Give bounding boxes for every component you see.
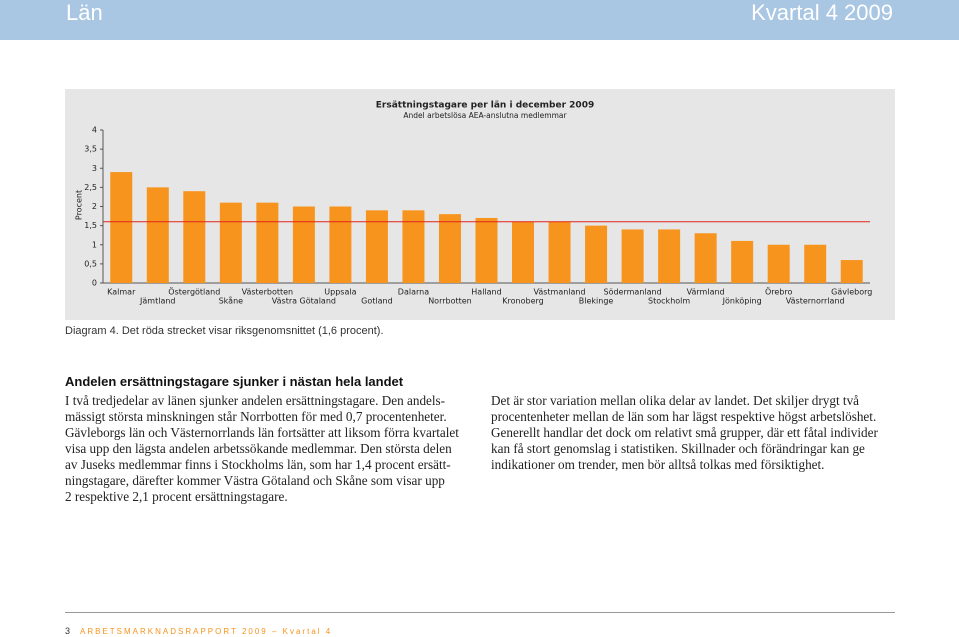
chart-subtitle: Andel arbetslösa AEA-anslutna medlemmar [403, 111, 567, 120]
text-line: Gävleborgs län och Västernorrlands län f… [65, 425, 459, 440]
text-line: I två tredjedelar av länen sjunker andel… [65, 393, 446, 408]
x-tick-label: Blekinge [579, 297, 614, 306]
x-tick-label: Gotland [361, 297, 393, 306]
bar [110, 172, 133, 283]
text-line: mässigt största minskningen står Norrbot… [65, 409, 447, 424]
y-tick-label: 0 [92, 279, 97, 288]
bar [183, 191, 206, 283]
bar [219, 202, 242, 283]
header-band [0, 0, 959, 40]
y-tick-label: 3 [92, 164, 97, 173]
bar [256, 202, 279, 283]
left-column: I två tredjedelar av länen sjunker andel… [65, 393, 459, 505]
bar [475, 217, 498, 283]
bar [840, 260, 863, 283]
bar [585, 225, 608, 283]
x-tick-label: Kalmar [107, 288, 136, 297]
x-tick-label: Örebro [765, 287, 793, 297]
right-column: Det är stor variation mellan olika delar… [491, 393, 878, 473]
bar [804, 244, 827, 283]
bar [365, 210, 388, 283]
caption: Diagram 4. Det röda strecket visar riksg… [65, 325, 384, 337]
x-tick-label: Kronoberg [502, 297, 543, 306]
x-tick-label: Västernorrland [786, 297, 845, 306]
y-tick-label: 1 [92, 240, 97, 249]
bar [438, 214, 461, 283]
text-line: av Juseks medlemmar finns i Stockholms l… [65, 457, 451, 472]
bar [767, 244, 790, 283]
text-line: 2 respektive 2,1 procent ersättningstaga… [65, 489, 288, 504]
header-left: Län [66, 0, 103, 25]
text-line: Generellt handlar det dock om relativt s… [491, 425, 878, 440]
text-line: visa upp den lägsta andelen arbetssökand… [65, 441, 452, 456]
x-tick-label: Uppsala [324, 288, 356, 297]
x-tick-label: Stockholm [648, 297, 690, 306]
text-line: Det är stor variation mellan olika delar… [491, 393, 860, 408]
y-tick-label: 2,5 [84, 183, 97, 192]
text-line: procentenheter mellan de län som har läg… [491, 409, 877, 424]
page-number: 3 [65, 626, 71, 636]
x-tick-label: Västra Götaland [272, 297, 336, 306]
bar [621, 229, 644, 283]
x-tick-label: Värmland [687, 288, 725, 297]
x-tick-label: Skåne [219, 296, 244, 306]
x-tick-label: Gävleborg [831, 288, 872, 297]
bar [146, 187, 169, 283]
y-axis-label: Procent [75, 190, 84, 220]
bar [402, 210, 425, 283]
x-tick-label: Västmanland [533, 288, 585, 297]
x-tick-label: Östergötland [168, 287, 220, 297]
bar [658, 229, 681, 283]
y-tick-label: 0,5 [84, 259, 97, 268]
x-tick-label: Norrbotten [428, 297, 472, 306]
bar [329, 206, 352, 283]
y-tick-label: 4 [92, 126, 97, 135]
x-tick-label: Jämtland [139, 297, 175, 306]
y-tick-label: 3,5 [84, 145, 97, 154]
y-tick-label: 1,5 [84, 221, 97, 230]
x-tick-label: Jönköping [722, 297, 762, 306]
chart-title: Ersättningstagare per län i december 200… [376, 101, 594, 111]
footer-rule [65, 612, 895, 613]
x-tick-label: Halland [471, 288, 501, 297]
footer-text: ARBETSMARKNADSRAPPORT 2009 – Kvartal 4 [80, 627, 333, 636]
article-heading: Andelen ersättningstagare sjunker i näst… [65, 374, 404, 389]
bar [731, 240, 754, 283]
chart-panel: Ersättningstagare per län i december 200… [65, 89, 895, 320]
x-tick-label: Södermanland [604, 288, 662, 297]
text-line: ningstagare, därefter kommer Västra Göta… [65, 473, 445, 488]
bar [548, 221, 571, 283]
x-tick-label: Dalarna [398, 288, 429, 297]
text-line: indikationer om trender, men bör alltså … [491, 457, 825, 472]
y-tick-label: 2 [92, 202, 97, 211]
header-right: Kvartal 4 2009 [751, 0, 893, 25]
bar [512, 221, 535, 283]
text-line: kan få stort genomslag i statistiken. Sk… [491, 441, 865, 456]
chart: Ersättningstagare per län i december 200… [75, 101, 873, 306]
x-tick-label: Västerbotten [242, 288, 294, 297]
bar [694, 233, 717, 283]
bar [292, 206, 315, 283]
